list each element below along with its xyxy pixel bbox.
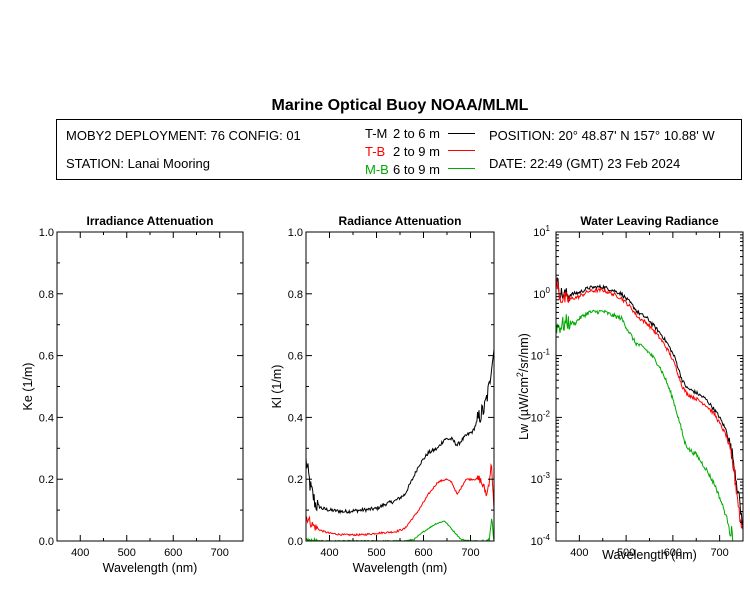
plot-frame — [305, 231, 495, 542]
y-tick-label: 0.8 — [39, 289, 54, 301]
legend-line-tb — [448, 150, 475, 151]
legend-range-mb: 6 to 9 m — [393, 162, 440, 177]
station-text: STATION: Lanai Mooring — [66, 156, 211, 171]
y-tick-label: 0.0 — [288, 536, 303, 548]
y-tick-label: 10-3 — [531, 471, 551, 486]
y-tick-label: 0.0 — [39, 536, 54, 548]
x-tick-label: 400 — [71, 547, 89, 559]
y-tick-label: 1.0 — [39, 227, 54, 239]
y-tick-label: 10-1 — [531, 348, 551, 363]
series-line-tb — [556, 278, 743, 531]
x-tick-label: 500 — [617, 547, 635, 559]
panel-title: Water Leaving Radiance — [580, 214, 719, 228]
x-tick-label: 700 — [461, 547, 479, 559]
legend-code-tm: T-M — [365, 126, 388, 141]
main-title: Marine Optical Buoy NOAA/MLML — [271, 97, 529, 114]
info-box: MOBY2 DEPLOYMENT: 76 CONFIG: 01 STATION:… — [56, 119, 742, 180]
legend-range-tm: 2 to 6 m — [393, 126, 440, 141]
legend-range-tb: 2 to 9 m — [393, 144, 440, 159]
x-tick-label: 700 — [710, 547, 728, 559]
x-axis-label: Wavelength (nm) — [103, 561, 198, 575]
legend-line-mb — [448, 168, 475, 169]
y-tick-label: 0.6 — [39, 351, 54, 363]
x-tick-label: 500 — [367, 547, 385, 559]
panel-title: Irradiance Attenuation — [87, 214, 214, 228]
y-axis-label: Kl (1/m) — [270, 365, 284, 409]
y-axis-label: Lw (µW/cm2/sr/nm) — [515, 333, 531, 440]
series-line-tm — [306, 349, 494, 515]
series-line-mb — [556, 309, 734, 541]
plot-frame — [555, 231, 744, 542]
x-tick-label: 600 — [414, 547, 432, 559]
y-tick-label: 101 — [533, 224, 550, 239]
y-tick-label: 0.2 — [39, 474, 54, 486]
position-text: POSITION: 20° 48.87' N 157° 10.88' W — [489, 128, 715, 143]
y-tick-label: 0.4 — [288, 412, 303, 424]
x-tick-label: 700 — [211, 547, 229, 559]
legend-code-mb: M-B — [365, 162, 389, 177]
y-tick-label: 0.6 — [288, 351, 303, 363]
legend-line-tm — [448, 133, 475, 134]
y-tick-label: 10-2 — [531, 409, 551, 424]
y-tick-label: 0.4 — [39, 412, 54, 424]
x-tick-label: 400 — [320, 547, 338, 559]
legend-code-tb: T-B — [365, 144, 386, 159]
y-tick-label: 100 — [533, 286, 550, 301]
y-tick-label: 0.2 — [288, 474, 303, 486]
x-axis-label: Wavelength (nm) — [602, 548, 697, 562]
deployment-text: MOBY2 DEPLOYMENT: 76 CONFIG: 01 — [66, 128, 301, 143]
y-axis-label: Ke (1/m) — [21, 363, 35, 411]
y-tick-label: 10-4 — [531, 533, 551, 548]
x-tick-label: 500 — [118, 547, 136, 559]
series-line-tm — [556, 277, 743, 526]
y-tick-label: 0.8 — [288, 289, 303, 301]
x-tick-label: 400 — [570, 547, 588, 559]
x-axis-label: Wavelength (nm) — [353, 561, 448, 575]
date-text: DATE: 22:49 (GMT) 23 Feb 2024 — [489, 156, 681, 171]
x-tick-label: 600 — [164, 547, 182, 559]
series-line-tb — [306, 463, 494, 537]
panel-title: Radiance Attenuation — [339, 214, 462, 228]
x-tick-label: 600 — [664, 547, 682, 559]
plot-frame — [56, 231, 244, 542]
y-tick-label: 1.0 — [288, 227, 303, 239]
